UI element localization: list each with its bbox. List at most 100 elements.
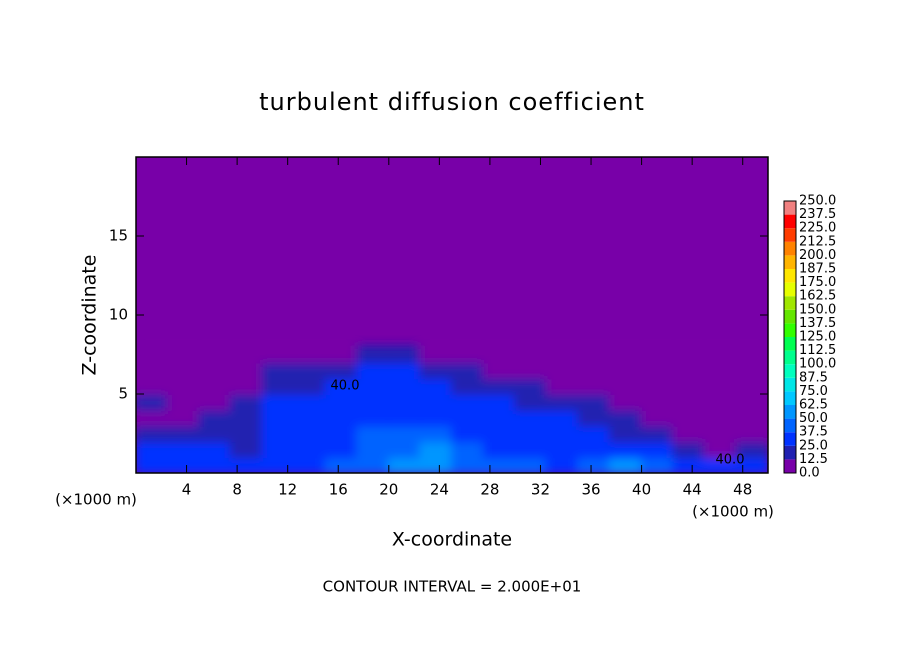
field-cell [672, 408, 706, 427]
field-cell [261, 424, 295, 443]
field-cell [387, 456, 422, 473]
colorbar-swatch [784, 364, 796, 378]
field [136, 345, 768, 473]
field-cell [514, 408, 548, 427]
field-cell [577, 424, 611, 443]
field-cell [545, 424, 580, 443]
field-cell [387, 393, 422, 411]
field-cell [482, 456, 517, 473]
field-cell [545, 377, 580, 395]
field-cell [577, 345, 611, 364]
colorbar-label: 100.0 [799, 357, 836, 372]
colorbar-label: 112.5 [799, 343, 836, 358]
field-cell [703, 424, 738, 443]
x-tick-label: 12 [278, 481, 297, 499]
field-cell [387, 361, 422, 380]
field-cell [514, 440, 548, 459]
field-cell [451, 424, 485, 443]
field-cell [356, 393, 390, 411]
field-cell [229, 345, 264, 364]
x-tick-label: 36 [581, 481, 600, 499]
field-cell [229, 361, 264, 380]
field-cell [229, 393, 264, 411]
field-cell [419, 440, 453, 459]
field-cell [577, 377, 611, 395]
field-cell [672, 361, 706, 380]
colorbar-swatch [784, 377, 796, 392]
field-cell [735, 377, 768, 395]
contour-label: 40.0 [331, 379, 360, 394]
field-cell [703, 393, 738, 411]
field-cell [261, 377, 295, 395]
field-cell [419, 393, 453, 411]
colorbar-swatch [784, 405, 796, 419]
field-cell [703, 345, 738, 364]
field-cell [735, 408, 768, 427]
field-cell [735, 393, 768, 411]
colorbar-swatch [784, 309, 796, 324]
colorbar-swatch [784, 459, 796, 473]
y-tick-label: 15 [109, 227, 128, 245]
field-cell [293, 377, 327, 395]
field-cell [609, 440, 643, 459]
field-cell [198, 361, 232, 380]
field-cell [577, 440, 611, 459]
field-cell [136, 361, 169, 380]
field-cell [482, 393, 517, 411]
colorbar-label: 200.0 [799, 248, 836, 263]
colorbar-label: 137.5 [799, 316, 836, 331]
field-cell [545, 440, 580, 459]
x-tick-label: 44 [683, 481, 702, 499]
field-cell [324, 377, 359, 395]
field-cell [356, 424, 390, 443]
field-cell [136, 456, 169, 473]
field-cell [419, 345, 453, 364]
colorbar-label: 37.5 [799, 425, 828, 440]
field-cell [451, 408, 485, 427]
field-cell [514, 424, 548, 443]
colorbar-swatch [784, 214, 796, 229]
x-unit-label: (×1000 m) [55, 491, 137, 509]
field-cell [356, 456, 390, 473]
field-cell [640, 345, 675, 364]
field-cell [640, 440, 675, 459]
x-tick-label: 20 [379, 481, 398, 499]
field-cell [387, 424, 422, 443]
field-cell [672, 377, 706, 395]
colorbar-swatch [784, 350, 796, 365]
field-cell [166, 377, 201, 395]
field-cell [229, 377, 264, 395]
contour-label: 40.0 [716, 453, 745, 468]
field-cell [166, 456, 201, 473]
field-cell [136, 393, 169, 411]
x-tick-label: 48 [733, 481, 752, 499]
field-cell [609, 345, 643, 364]
field-cell [166, 361, 201, 380]
field-cell [640, 456, 675, 473]
x-tick-label: 8 [232, 481, 242, 499]
field-cell [293, 361, 327, 380]
field-cell [735, 345, 768, 364]
field-cell [293, 440, 327, 459]
field-cell [545, 408, 580, 427]
field-cell [640, 377, 675, 395]
field-cell [229, 456, 264, 473]
field-cell [324, 456, 359, 473]
x-tick-label: 24 [430, 481, 449, 499]
field-cell [419, 377, 453, 395]
field-cell [577, 408, 611, 427]
field-cell [229, 424, 264, 443]
colorbar-label: 87.5 [799, 370, 828, 385]
field-cell [482, 377, 517, 395]
field-cell [387, 377, 422, 395]
field-cell [136, 377, 169, 395]
colorbar-label: 225.0 [799, 221, 836, 236]
field-cell [703, 377, 738, 395]
colorbar-swatch [784, 323, 796, 337]
colorbar-swatch [784, 445, 796, 460]
field-cell [198, 408, 232, 427]
field-cell [609, 377, 643, 395]
field-cell [293, 424, 327, 443]
colorbar-swatch [784, 432, 796, 446]
